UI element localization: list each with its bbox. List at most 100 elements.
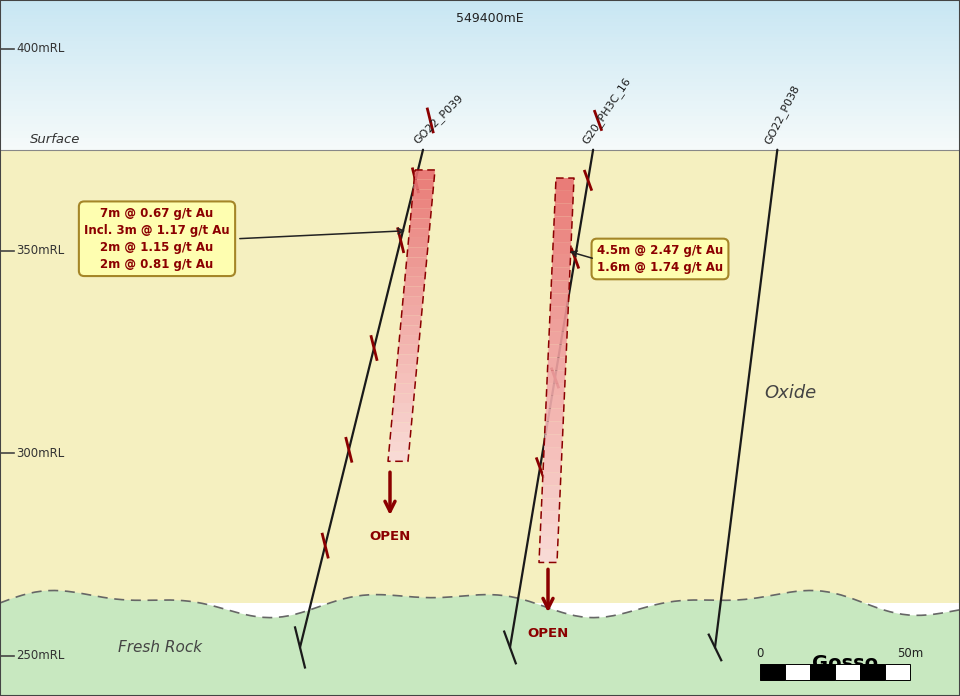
FancyBboxPatch shape: [810, 663, 835, 680]
Polygon shape: [553, 242, 571, 255]
Bar: [0, 122, 960, 127]
Polygon shape: [389, 442, 410, 452]
Polygon shape: [393, 403, 414, 413]
Text: 0: 0: [756, 647, 764, 660]
Bar: [0, 133, 960, 139]
Polygon shape: [540, 537, 558, 550]
Bar: [0, 13, 960, 19]
Polygon shape: [540, 524, 559, 537]
Text: 250mRL: 250mRL: [16, 649, 64, 662]
Bar: [0, 150, 960, 603]
Polygon shape: [547, 358, 566, 370]
Polygon shape: [405, 267, 426, 277]
Polygon shape: [404, 277, 425, 287]
Polygon shape: [397, 345, 419, 354]
Polygon shape: [391, 422, 412, 432]
Polygon shape: [554, 216, 572, 229]
Bar: [0, 58, 960, 63]
Polygon shape: [550, 306, 568, 319]
Polygon shape: [546, 383, 564, 396]
Bar: [0, 125, 960, 131]
FancyBboxPatch shape: [835, 663, 860, 680]
FancyBboxPatch shape: [760, 663, 785, 680]
Bar: [0, 62, 960, 68]
Polygon shape: [401, 306, 422, 315]
Polygon shape: [556, 178, 574, 191]
Polygon shape: [542, 473, 561, 486]
Text: Surface: Surface: [30, 133, 81, 145]
Polygon shape: [0, 590, 960, 696]
Polygon shape: [412, 199, 432, 209]
Bar: [0, 54, 960, 60]
Text: Oxide: Oxide: [764, 383, 816, 402]
Polygon shape: [403, 287, 424, 296]
Text: 7m @ 0.67 g/t Au
Incl. 3m @ 1.17 g/t Au
2m @ 1.15 g/t Au
2m @ 0.81 g/t Au: 7m @ 0.67 g/t Au Incl. 3m @ 1.17 g/t Au …: [84, 207, 229, 271]
Text: 350mRL: 350mRL: [16, 244, 64, 258]
Text: 300mRL: 300mRL: [16, 447, 64, 460]
Polygon shape: [402, 296, 423, 306]
Polygon shape: [412, 189, 433, 199]
Polygon shape: [547, 370, 565, 383]
Bar: [0, 17, 960, 22]
Polygon shape: [541, 498, 560, 511]
Polygon shape: [544, 434, 563, 447]
Bar: [0, 80, 960, 86]
Bar: [0, 114, 960, 120]
Polygon shape: [392, 413, 413, 422]
Text: 4.5m @ 2.47 g/t Au
1.6m @ 1.74 g/t Au: 4.5m @ 2.47 g/t Au 1.6m @ 1.74 g/t Au: [597, 244, 723, 274]
Bar: [0, 47, 960, 52]
Polygon shape: [406, 258, 427, 267]
Bar: [0, 28, 960, 33]
Polygon shape: [550, 294, 569, 306]
Polygon shape: [400, 315, 421, 325]
Text: 50m: 50m: [897, 647, 924, 660]
Bar: [0, 106, 960, 112]
Bar: [0, 73, 960, 79]
Bar: [0, 65, 960, 71]
Bar: [0, 99, 960, 105]
Bar: [0, 95, 960, 101]
Bar: [0, 50, 960, 56]
Polygon shape: [390, 432, 411, 442]
Bar: [0, 6, 960, 11]
Polygon shape: [546, 396, 564, 409]
Bar: [0, 43, 960, 49]
Polygon shape: [394, 393, 415, 403]
Polygon shape: [551, 280, 569, 294]
Polygon shape: [549, 319, 567, 332]
Polygon shape: [396, 374, 416, 383]
Text: 400mRL: 400mRL: [16, 42, 64, 55]
Bar: [0, 31, 960, 38]
Polygon shape: [397, 354, 418, 364]
Polygon shape: [543, 460, 562, 473]
Polygon shape: [410, 219, 430, 228]
Bar: [0, 24, 960, 30]
Text: OPEN: OPEN: [527, 627, 568, 640]
Polygon shape: [408, 238, 429, 248]
Bar: [0, 110, 960, 116]
FancyBboxPatch shape: [785, 663, 810, 680]
Text: G20_PH3C_16: G20_PH3C_16: [580, 75, 633, 145]
Text: GO22_P039: GO22_P039: [412, 92, 466, 145]
Polygon shape: [548, 345, 566, 358]
Polygon shape: [399, 325, 420, 335]
Bar: [0, 136, 960, 142]
FancyBboxPatch shape: [885, 663, 910, 680]
Bar: [0, 118, 960, 123]
Polygon shape: [543, 447, 563, 460]
Polygon shape: [396, 364, 417, 374]
Bar: [0, 35, 960, 41]
Polygon shape: [555, 191, 573, 204]
Text: OPEN: OPEN: [370, 530, 411, 543]
Polygon shape: [395, 383, 415, 393]
Bar: [0, 92, 960, 97]
Polygon shape: [539, 550, 558, 562]
Polygon shape: [388, 452, 409, 461]
Polygon shape: [554, 204, 573, 216]
Text: GO22_P038: GO22_P038: [763, 83, 803, 145]
Bar: [0, 129, 960, 135]
Bar: [0, 0, 960, 3]
Bar: [0, 84, 960, 90]
Bar: [0, 69, 960, 75]
Polygon shape: [541, 486, 561, 498]
